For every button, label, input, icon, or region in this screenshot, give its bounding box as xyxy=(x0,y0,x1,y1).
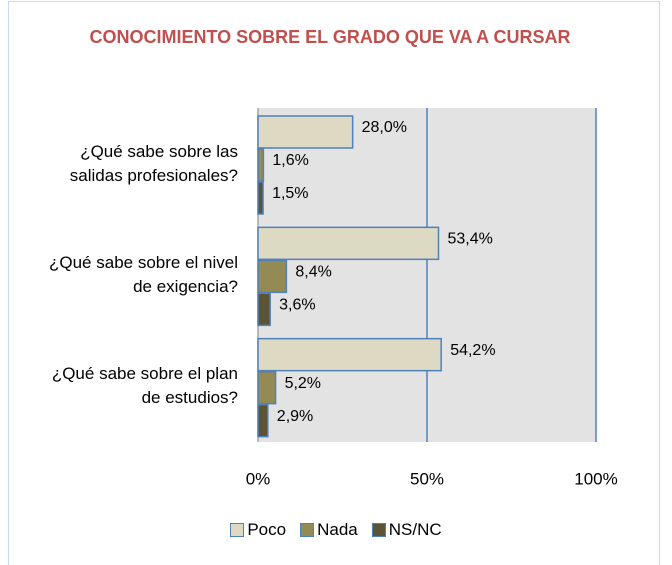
bar xyxy=(257,181,264,215)
legend-item: Nada xyxy=(300,520,358,540)
legend-label: Nada xyxy=(317,520,358,539)
legend-label: Poco xyxy=(247,520,287,539)
legend-item: Poco xyxy=(230,520,286,540)
category-label: ¿Qué sabe sobre las salidas profesionale… xyxy=(69,141,238,185)
value-label: 2,9% xyxy=(277,408,313,425)
category-label: ¿Qué sabe sobre el plan de estudios? xyxy=(51,364,238,408)
bar xyxy=(257,259,288,294)
bar xyxy=(257,337,442,372)
x-tick-label: 50% xyxy=(410,469,444,488)
legend-swatch xyxy=(230,523,245,537)
bar xyxy=(257,148,265,182)
value-label: 8,4% xyxy=(295,264,331,281)
value-label: 53,4% xyxy=(447,231,492,248)
bar xyxy=(257,292,271,327)
legend-swatch xyxy=(300,523,315,537)
x-tick-label: 0% xyxy=(246,469,271,488)
chart-title: CONOCIMIENTO SOBRE EL GRADO QUE VA A CUR… xyxy=(89,27,571,47)
value-label: 1,5% xyxy=(272,185,308,202)
value-label: 1,6% xyxy=(272,152,308,169)
value-label: 54,2% xyxy=(450,342,495,359)
bar xyxy=(257,115,354,149)
legend: Poco Nada NS/NC xyxy=(0,520,672,540)
frame xyxy=(8,1,660,565)
value-label: 5,2% xyxy=(285,375,321,392)
bar xyxy=(257,370,277,405)
value-label: 28,0% xyxy=(362,119,407,136)
legend-item: NS/NC xyxy=(371,520,442,540)
legend-swatch xyxy=(371,523,386,537)
legend-label: NS/NC xyxy=(388,520,442,539)
x-tick-label: 100% xyxy=(574,469,617,488)
value-label: 3,6% xyxy=(279,297,315,314)
category-label: ¿Qué sabe sobre el nivel de exigencia? xyxy=(49,253,238,296)
bar xyxy=(257,226,440,261)
bar xyxy=(257,403,269,438)
